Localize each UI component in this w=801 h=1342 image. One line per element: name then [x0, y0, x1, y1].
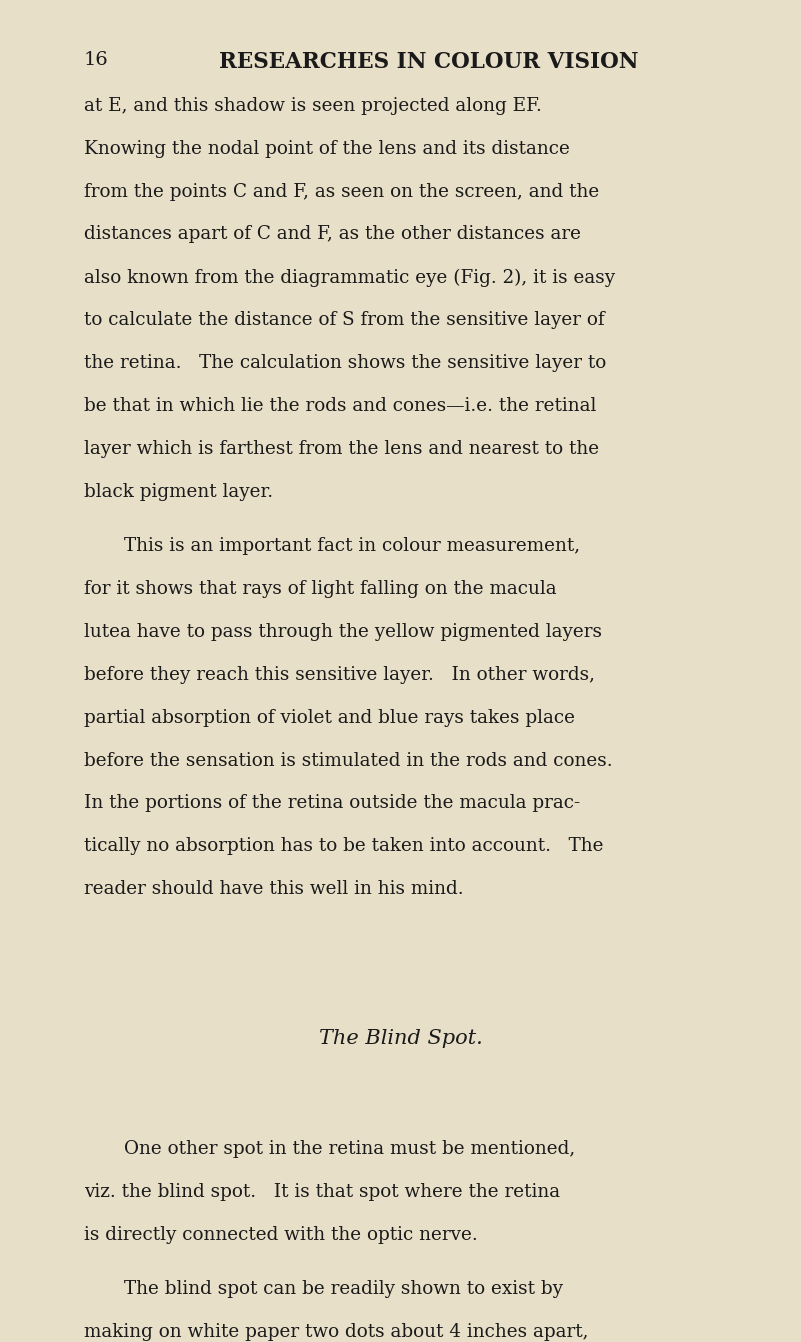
Text: before they reach this sensitive layer.   In other words,: before they reach this sensitive layer. …	[84, 666, 595, 683]
Text: making on white paper two dots about 4 inches apart,: making on white paper two dots about 4 i…	[84, 1323, 589, 1341]
Text: be that in which lie the rods and cones—i.e. the retinal: be that in which lie the rods and cones—…	[84, 397, 597, 415]
Text: The blind spot can be readily shown to exist by: The blind spot can be readily shown to e…	[124, 1280, 563, 1298]
Text: at E, and this shadow is seen projected along EF.: at E, and this shadow is seen projected …	[84, 97, 542, 114]
Text: partial absorption of violet and blue rays takes place: partial absorption of violet and blue ra…	[84, 709, 575, 726]
Text: tically no absorption has to be taken into account.   The: tically no absorption has to be taken in…	[84, 837, 604, 855]
Text: viz. the blind spot.   It is that spot where the retina: viz. the blind spot. It is that spot whe…	[84, 1184, 560, 1201]
Text: distances apart of C and F, as the other distances are: distances apart of C and F, as the other…	[84, 225, 581, 243]
Text: black pigment layer.: black pigment layer.	[84, 483, 273, 501]
Text: layer which is farthest from the lens and nearest to the: layer which is farthest from the lens an…	[84, 440, 599, 458]
Text: also known from the diagrammatic eye (Fig. 2), it is easy: also known from the diagrammatic eye (Fi…	[84, 268, 615, 287]
Text: for it shows that rays of light falling on the macula: for it shows that rays of light falling …	[84, 580, 557, 597]
Text: 16: 16	[84, 51, 109, 68]
Text: before the sensation is stimulated in the rods and cones.: before the sensation is stimulated in th…	[84, 752, 613, 769]
Text: lutea have to pass through the yellow pigmented layers: lutea have to pass through the yellow pi…	[84, 623, 602, 640]
Text: One other spot in the retina must be mentioned,: One other spot in the retina must be men…	[124, 1141, 575, 1158]
Text: Knowing the nodal point of the lens and its distance: Knowing the nodal point of the lens and …	[84, 140, 570, 157]
Text: to calculate the distance of S from the sensitive layer of: to calculate the distance of S from the …	[84, 311, 605, 329]
Text: This is an important fact in colour measurement,: This is an important fact in colour meas…	[124, 537, 580, 554]
Text: reader should have this well in his mind.: reader should have this well in his mind…	[84, 880, 464, 898]
Text: from the points C and F, as seen on the screen, and the: from the points C and F, as seen on the …	[84, 183, 599, 200]
Text: The Blind Spot.: The Blind Spot.	[319, 1028, 482, 1048]
Text: RESEARCHES IN COLOUR VISION: RESEARCHES IN COLOUR VISION	[219, 51, 638, 72]
Text: the retina.   The calculation shows the sensitive layer to: the retina. The calculation shows the se…	[84, 354, 606, 372]
Text: In the portions of the retina outside the macula prac-: In the portions of the retina outside th…	[84, 794, 580, 812]
Text: is directly connected with the optic nerve.: is directly connected with the optic ner…	[84, 1227, 478, 1244]
